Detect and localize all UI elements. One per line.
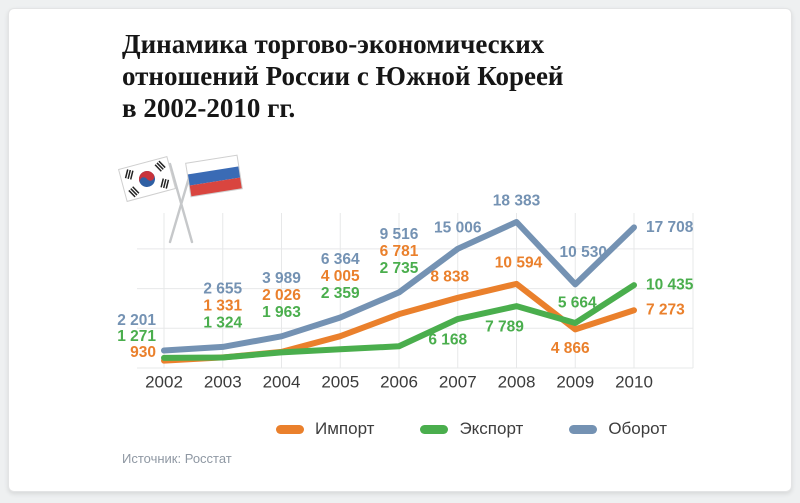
legend-item-export: Экспорт xyxy=(420,419,523,439)
russia-flag-icon xyxy=(185,154,243,198)
legend-item-turnover: Оборот xyxy=(569,419,667,439)
legend-label-turnover: Оборот xyxy=(608,419,668,438)
legend-label-import: Импорт xyxy=(315,419,375,438)
title-line-3: в 2002-2010 гг. xyxy=(122,93,296,123)
legend-label-export: Экспорт xyxy=(459,419,524,438)
page-title: Динамика торгово-экономических отношений… xyxy=(122,28,682,124)
source-caption: Источник: Росстат xyxy=(122,451,232,466)
export-series-swatch xyxy=(420,424,449,434)
title-line-1: Динамика торгово-экономических xyxy=(122,29,545,59)
legend-item-import: Импорт xyxy=(276,419,374,439)
import-series-swatch xyxy=(276,424,304,434)
south-korea-flag-icon xyxy=(117,155,177,203)
title-line-2: отношений России с Южной Кореей xyxy=(122,61,564,91)
turnover-series-swatch xyxy=(569,424,598,434)
chart-legend: Импорт Экспорт Оборот xyxy=(276,419,667,439)
crossed-flags-illustration xyxy=(117,150,248,250)
